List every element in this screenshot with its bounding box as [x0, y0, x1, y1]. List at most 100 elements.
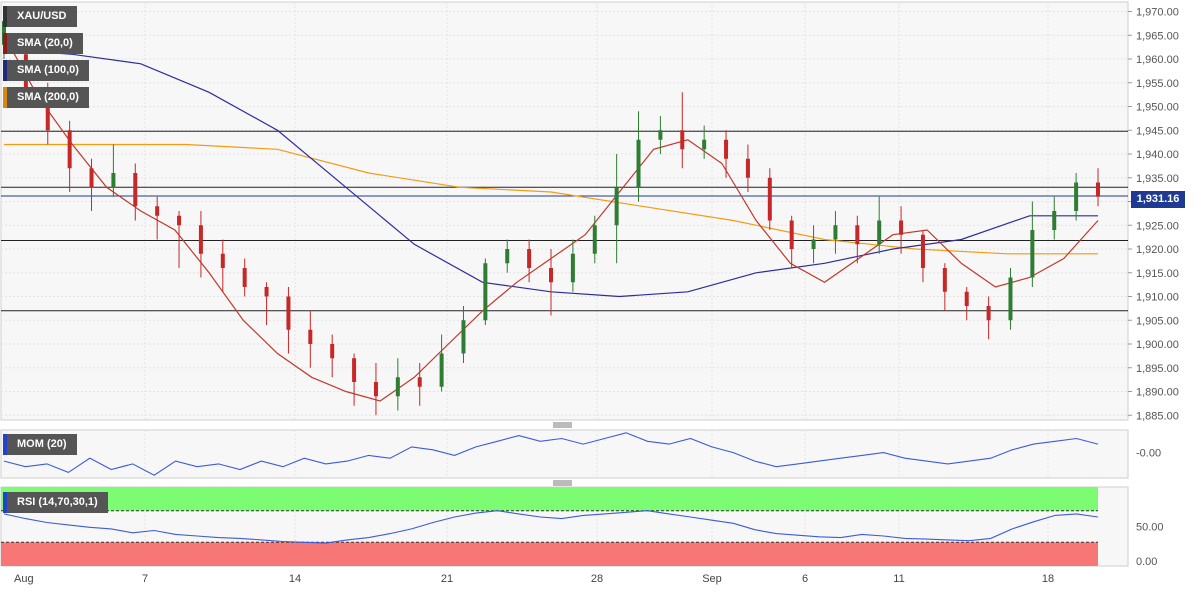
candle	[1030, 201, 1035, 287]
candle	[198, 211, 203, 278]
candle	[133, 163, 138, 221]
x-tick-label: 18	[1042, 573, 1054, 585]
candle	[1052, 196, 1057, 240]
sma200-swatch	[3, 87, 7, 108]
candle	[702, 125, 707, 159]
candle	[155, 196, 160, 240]
candle	[899, 206, 904, 254]
rsi-oversold-zone	[1, 542, 1098, 566]
rsi-tick-label: 0.00	[1136, 556, 1157, 568]
y-tick-label: 1,890.00	[1136, 387, 1179, 399]
y-tick-label: 1,900.00	[1136, 339, 1179, 351]
candle	[286, 287, 291, 354]
candle	[461, 306, 466, 363]
candle	[942, 263, 947, 311]
candle	[352, 353, 357, 406]
legend-sma100[interactable]: SMA (100,0)	[3, 60, 89, 81]
rsi-line	[3, 510, 1099, 544]
candle	[527, 239, 532, 283]
y-tick-label: 1,935.00	[1136, 173, 1179, 185]
x-tick-label: Aug	[14, 573, 34, 585]
candle	[373, 363, 378, 416]
candle	[242, 258, 247, 297]
legend-symbol-label: XAU/USD	[17, 10, 67, 22]
candle	[833, 211, 838, 254]
candle	[330, 334, 335, 378]
legend-sma200-label: SMA (200,0)	[17, 91, 79, 103]
candle	[767, 168, 772, 230]
candle	[658, 116, 663, 154]
legend-mom-label: MOM (20)	[17, 438, 67, 450]
x-tick-label: 7	[142, 573, 148, 585]
candle	[636, 111, 641, 202]
candle	[964, 287, 969, 321]
candle	[505, 239, 510, 273]
panel-resize-handle[interactable]	[553, 422, 572, 428]
candle	[570, 239, 575, 292]
candle	[177, 211, 182, 268]
y-tick-label: 1,905.00	[1136, 315, 1179, 327]
legend-rsi[interactable]: RSI (14,70,30,1)	[3, 492, 108, 513]
candle	[417, 363, 422, 406]
x-tick-label: 14	[289, 573, 301, 585]
candle	[811, 225, 816, 264]
sma100-swatch	[3, 60, 7, 81]
candle	[680, 92, 685, 169]
y-tick-label: 1,970.00	[1136, 7, 1179, 19]
candle	[111, 144, 116, 197]
candle	[395, 358, 400, 411]
candle	[920, 230, 925, 283]
candle	[1008, 268, 1013, 330]
y-tick-label: 1,925.00	[1136, 220, 1179, 232]
candle	[745, 144, 750, 192]
y-tick-label: 1,945.00	[1136, 125, 1179, 137]
x-tick-label: 6	[802, 573, 808, 585]
candle	[264, 282, 269, 325]
candle	[1096, 168, 1100, 207]
candle	[67, 120, 72, 192]
y-tick-label: 1,885.00	[1136, 410, 1179, 422]
x-tick-label: 28	[591, 573, 603, 585]
candle	[592, 215, 597, 264]
legend-sma20[interactable]: SMA (20,0)	[3, 33, 83, 54]
y-tick-label: 1,920.00	[1136, 244, 1179, 256]
legend-sma200[interactable]: SMA (200,0)	[3, 87, 89, 108]
legend-sma20-label: SMA (20,0)	[17, 37, 73, 49]
candle	[308, 310, 313, 368]
y-tick-label: 1,965.00	[1136, 30, 1179, 42]
legend-symbol[interactable]: XAU/USD	[3, 6, 77, 27]
candle	[483, 258, 488, 325]
legend-rsi-label: RSI (14,70,30,1)	[17, 496, 98, 508]
mom-swatch	[3, 434, 7, 455]
y-tick-label: 1,940.00	[1136, 149, 1179, 161]
candle	[855, 215, 860, 264]
last-price-tag: 1,931.16	[1131, 191, 1185, 208]
candle	[986, 296, 991, 340]
y-tick-label: 1,910.00	[1136, 292, 1179, 304]
candle	[220, 239, 225, 292]
y-tick-label: 1,960.00	[1136, 54, 1179, 66]
candle	[549, 249, 553, 316]
y-tick-label: 1,955.00	[1136, 78, 1179, 90]
sma20-swatch	[3, 33, 7, 54]
candle	[1074, 173, 1079, 221]
y-tick-label: 1,950.00	[1136, 102, 1179, 114]
x-tick-label: 11	[893, 573, 904, 585]
x-tick-label: 21	[441, 573, 453, 585]
rsi-tick-label: 50.00	[1136, 522, 1164, 534]
sma200-line	[4, 143, 1098, 255]
x-tick-label: Sep	[702, 573, 722, 585]
y-tick-label: 1,895.00	[1136, 363, 1179, 375]
candle	[439, 334, 444, 392]
mom-tick-label: -0.00	[1136, 448, 1161, 460]
rsi-overbought-zone	[1, 487, 1098, 511]
candle	[614, 154, 619, 264]
legend-mom[interactable]: MOM (20)	[3, 434, 77, 455]
candle	[789, 215, 794, 268]
candle	[89, 158, 94, 211]
y-tick-label: 1,915.00	[1136, 268, 1179, 280]
rsi-swatch	[3, 492, 7, 513]
momentum-line	[3, 432, 1099, 476]
panel-resize-handle[interactable]	[553, 480, 572, 486]
